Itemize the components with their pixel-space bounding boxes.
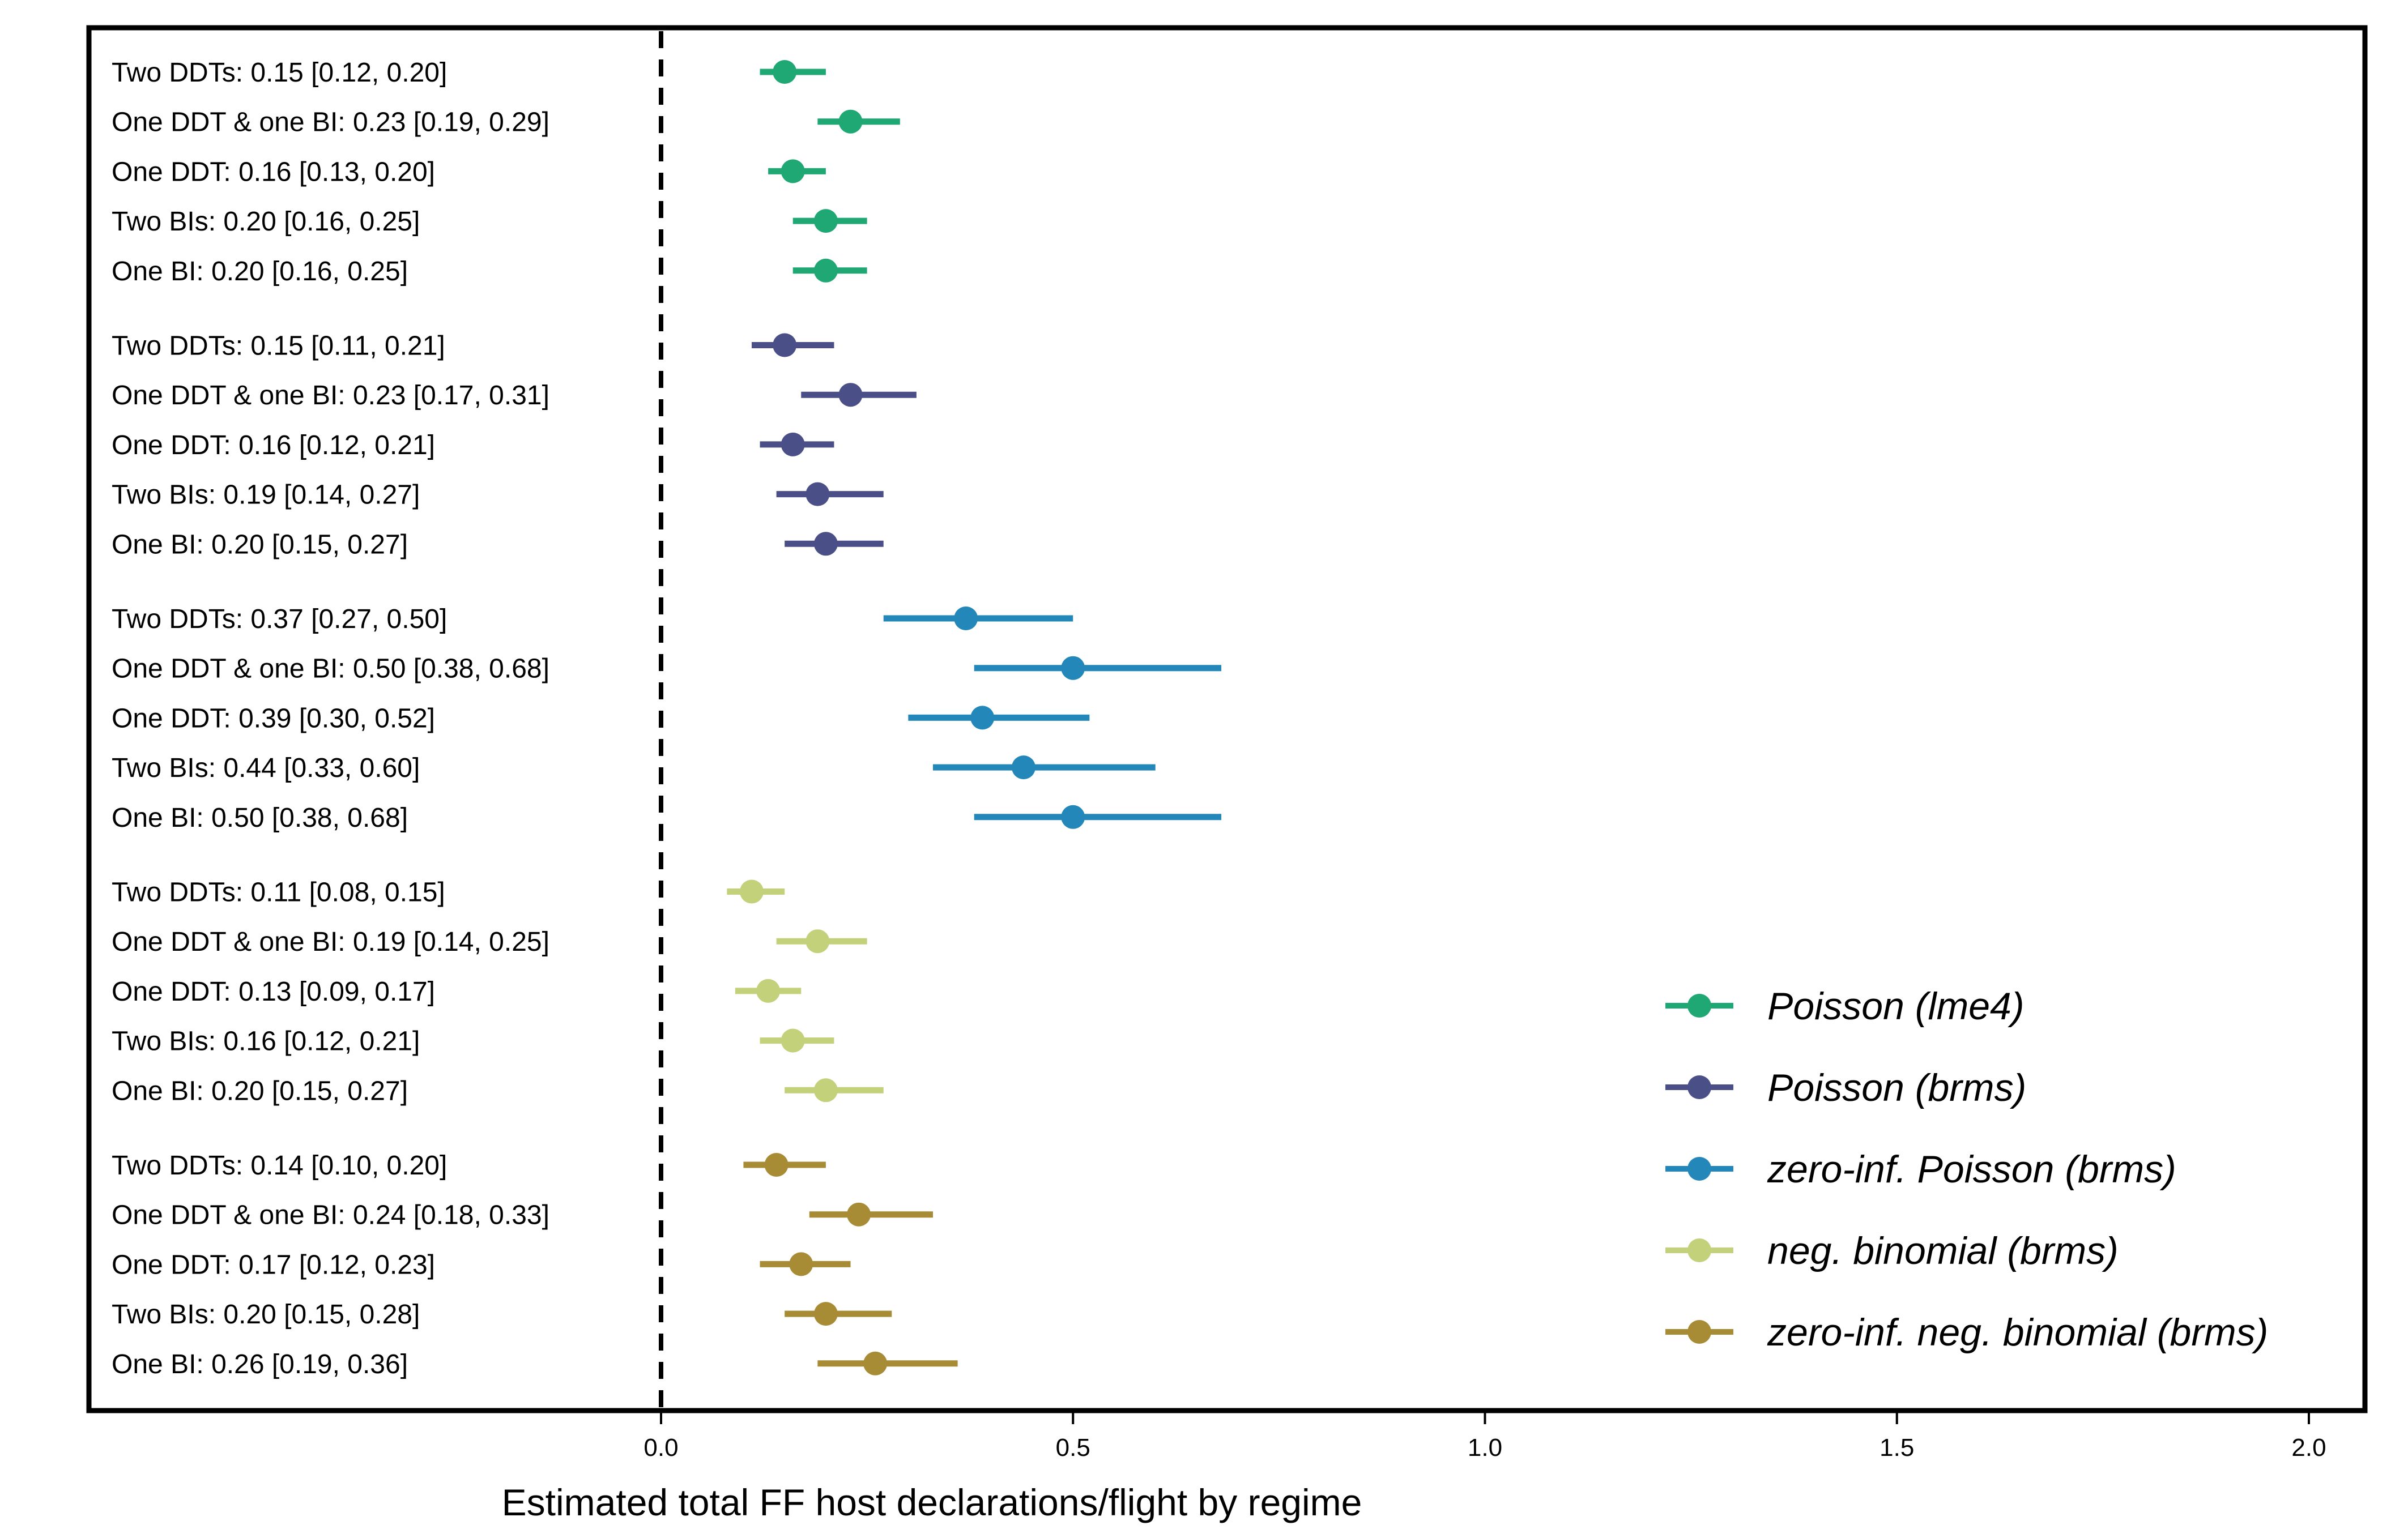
legend-entry: Poisson (brms) xyxy=(1665,1066,2026,1109)
legend-entry: Poisson (lme4) xyxy=(1665,985,2025,1028)
point-estimate xyxy=(773,60,797,84)
point-estimate xyxy=(1011,755,1035,780)
legend-label: zero-inf. Poisson (brms) xyxy=(1767,1148,2176,1191)
row-label: One DDT: 0.39 [0.30, 0.52] xyxy=(112,703,435,733)
point-estimate xyxy=(847,1202,871,1227)
point-estimate xyxy=(789,1252,813,1276)
point-estimate xyxy=(1061,805,1085,829)
row-label: One DDT: 0.17 [0.12, 0.23] xyxy=(112,1250,435,1280)
row-label: Two DDTs: 0.14 [0.10, 0.20] xyxy=(112,1151,447,1181)
legend-marker xyxy=(1687,1075,1711,1099)
x-tick-label: 0.0 xyxy=(643,1434,678,1462)
row-label: Two BIs: 0.20 [0.16, 0.25] xyxy=(112,207,420,237)
row-label: One DDT: 0.16 [0.12, 0.21] xyxy=(112,430,435,460)
row-label: One DDT & one BI: 0.50 [0.38, 0.68] xyxy=(112,654,549,684)
series-group: Two DDTs: 0.37 [0.27, 0.50] One DDT & one… xyxy=(112,604,1222,833)
legend-marker xyxy=(1687,1320,1711,1344)
series-group: Two DDTs: 0.14 [0.10, 0.20] One DDT & one… xyxy=(112,1151,958,1379)
row-label: One DDT & one BI: 0.23 [0.19, 0.29] xyxy=(112,108,549,138)
point-estimate xyxy=(1061,656,1085,680)
point-estimate xyxy=(970,706,995,730)
row-label: Two DDTs: 0.15 [0.12, 0.20] xyxy=(112,58,447,88)
point-estimate xyxy=(764,1153,789,1177)
row-label: One BI: 0.20 [0.15, 0.27] xyxy=(112,1076,408,1106)
point-estimate xyxy=(813,1078,838,1103)
point-estimate xyxy=(813,209,838,233)
row-label: One BI: 0.26 [0.19, 0.36] xyxy=(112,1349,408,1379)
row-label: One DDT: 0.16 [0.13, 0.20] xyxy=(112,157,435,187)
series-group: Two DDTs: 0.15 [0.11, 0.21] One DDT & one… xyxy=(112,331,917,559)
legend-marker xyxy=(1687,994,1711,1018)
row-label: Two BIs: 0.19 [0.14, 0.27] xyxy=(112,480,420,510)
row-label: Two BIs: 0.44 [0.33, 0.60] xyxy=(112,753,420,783)
x-tick-label: 0.5 xyxy=(1056,1434,1090,1462)
point-estimate xyxy=(805,482,830,506)
series-group: Two DDTs: 0.15 [0.12, 0.20] One DDT & one… xyxy=(112,58,900,287)
row-label: One DDT & one BI: 0.19 [0.14, 0.25] xyxy=(112,927,549,957)
legend-entry: zero-inf. Poisson (brms) xyxy=(1665,1148,2176,1191)
row-label: One DDT & one BI: 0.23 [0.17, 0.31] xyxy=(112,381,549,411)
row-label: Two DDTs: 0.11 [0.08, 0.15] xyxy=(112,878,445,908)
point-estimate xyxy=(781,159,805,183)
point-estimate xyxy=(739,879,764,904)
row-label: One BI: 0.20 [0.16, 0.25] xyxy=(112,257,408,287)
point-estimate xyxy=(813,258,838,283)
x-axis-label: Estimated total FF host declarations/fli… xyxy=(502,1481,1362,1523)
legend: Poisson (lme4) Poisson (brms) zero-inf. Po… xyxy=(1665,985,2268,1354)
row-label: Two DDTs: 0.15 [0.11, 0.21] xyxy=(112,331,445,361)
point-estimate xyxy=(781,1028,805,1053)
chart-marks: Two DDTs: 0.15 [0.12, 0.20] One DDT & one… xyxy=(112,31,1222,1407)
point-estimate xyxy=(781,432,805,456)
legend-label: neg. binomial (brms) xyxy=(1767,1229,2119,1272)
x-tick-label: 2.0 xyxy=(2291,1434,2326,1462)
row-label: One DDT: 0.13 [0.09, 0.17] xyxy=(112,977,435,1007)
series-group: Two DDTs: 0.11 [0.08, 0.15] One DDT & one… xyxy=(112,878,884,1106)
legend-marker xyxy=(1687,1157,1711,1181)
legend-label: Poisson (brms) xyxy=(1767,1066,2026,1109)
point-estimate xyxy=(773,333,797,357)
row-label: One DDT & one BI: 0.24 [0.18, 0.33] xyxy=(112,1201,549,1231)
row-label: Two BIs: 0.16 [0.12, 0.21] xyxy=(112,1027,420,1057)
point-estimate xyxy=(805,929,830,954)
point-estimate xyxy=(813,1302,838,1326)
row-label: One BI: 0.20 [0.15, 0.27] xyxy=(112,529,408,559)
x-tick-label: 1.0 xyxy=(1468,1434,1502,1462)
legend-entry: neg. binomial (brms) xyxy=(1665,1229,2119,1272)
row-label: Two BIs: 0.20 [0.15, 0.28] xyxy=(112,1300,420,1330)
legend-marker xyxy=(1687,1238,1711,1262)
x-tick-label: 1.5 xyxy=(1879,1434,1914,1462)
point-estimate xyxy=(756,979,781,1003)
point-estimate xyxy=(838,109,863,134)
legend-entry: zero-inf. neg. binomial (brms) xyxy=(1665,1311,2268,1354)
plot-frame xyxy=(86,25,2368,1413)
point-estimate xyxy=(863,1351,888,1375)
point-estimate xyxy=(838,383,863,407)
x-axis-ticks: 0.0 0.5 1.0 1.5 2.0 xyxy=(643,1413,2326,1462)
row-label: Two DDTs: 0.37 [0.27, 0.50] xyxy=(112,604,447,634)
legend-label: Poisson (lme4) xyxy=(1767,985,2025,1028)
point-estimate xyxy=(813,532,838,556)
point-estimate xyxy=(954,606,978,630)
legend-label: zero-inf. neg. binomial (brms) xyxy=(1767,1311,2268,1354)
row-label: One BI: 0.50 [0.38, 0.68] xyxy=(112,803,408,833)
